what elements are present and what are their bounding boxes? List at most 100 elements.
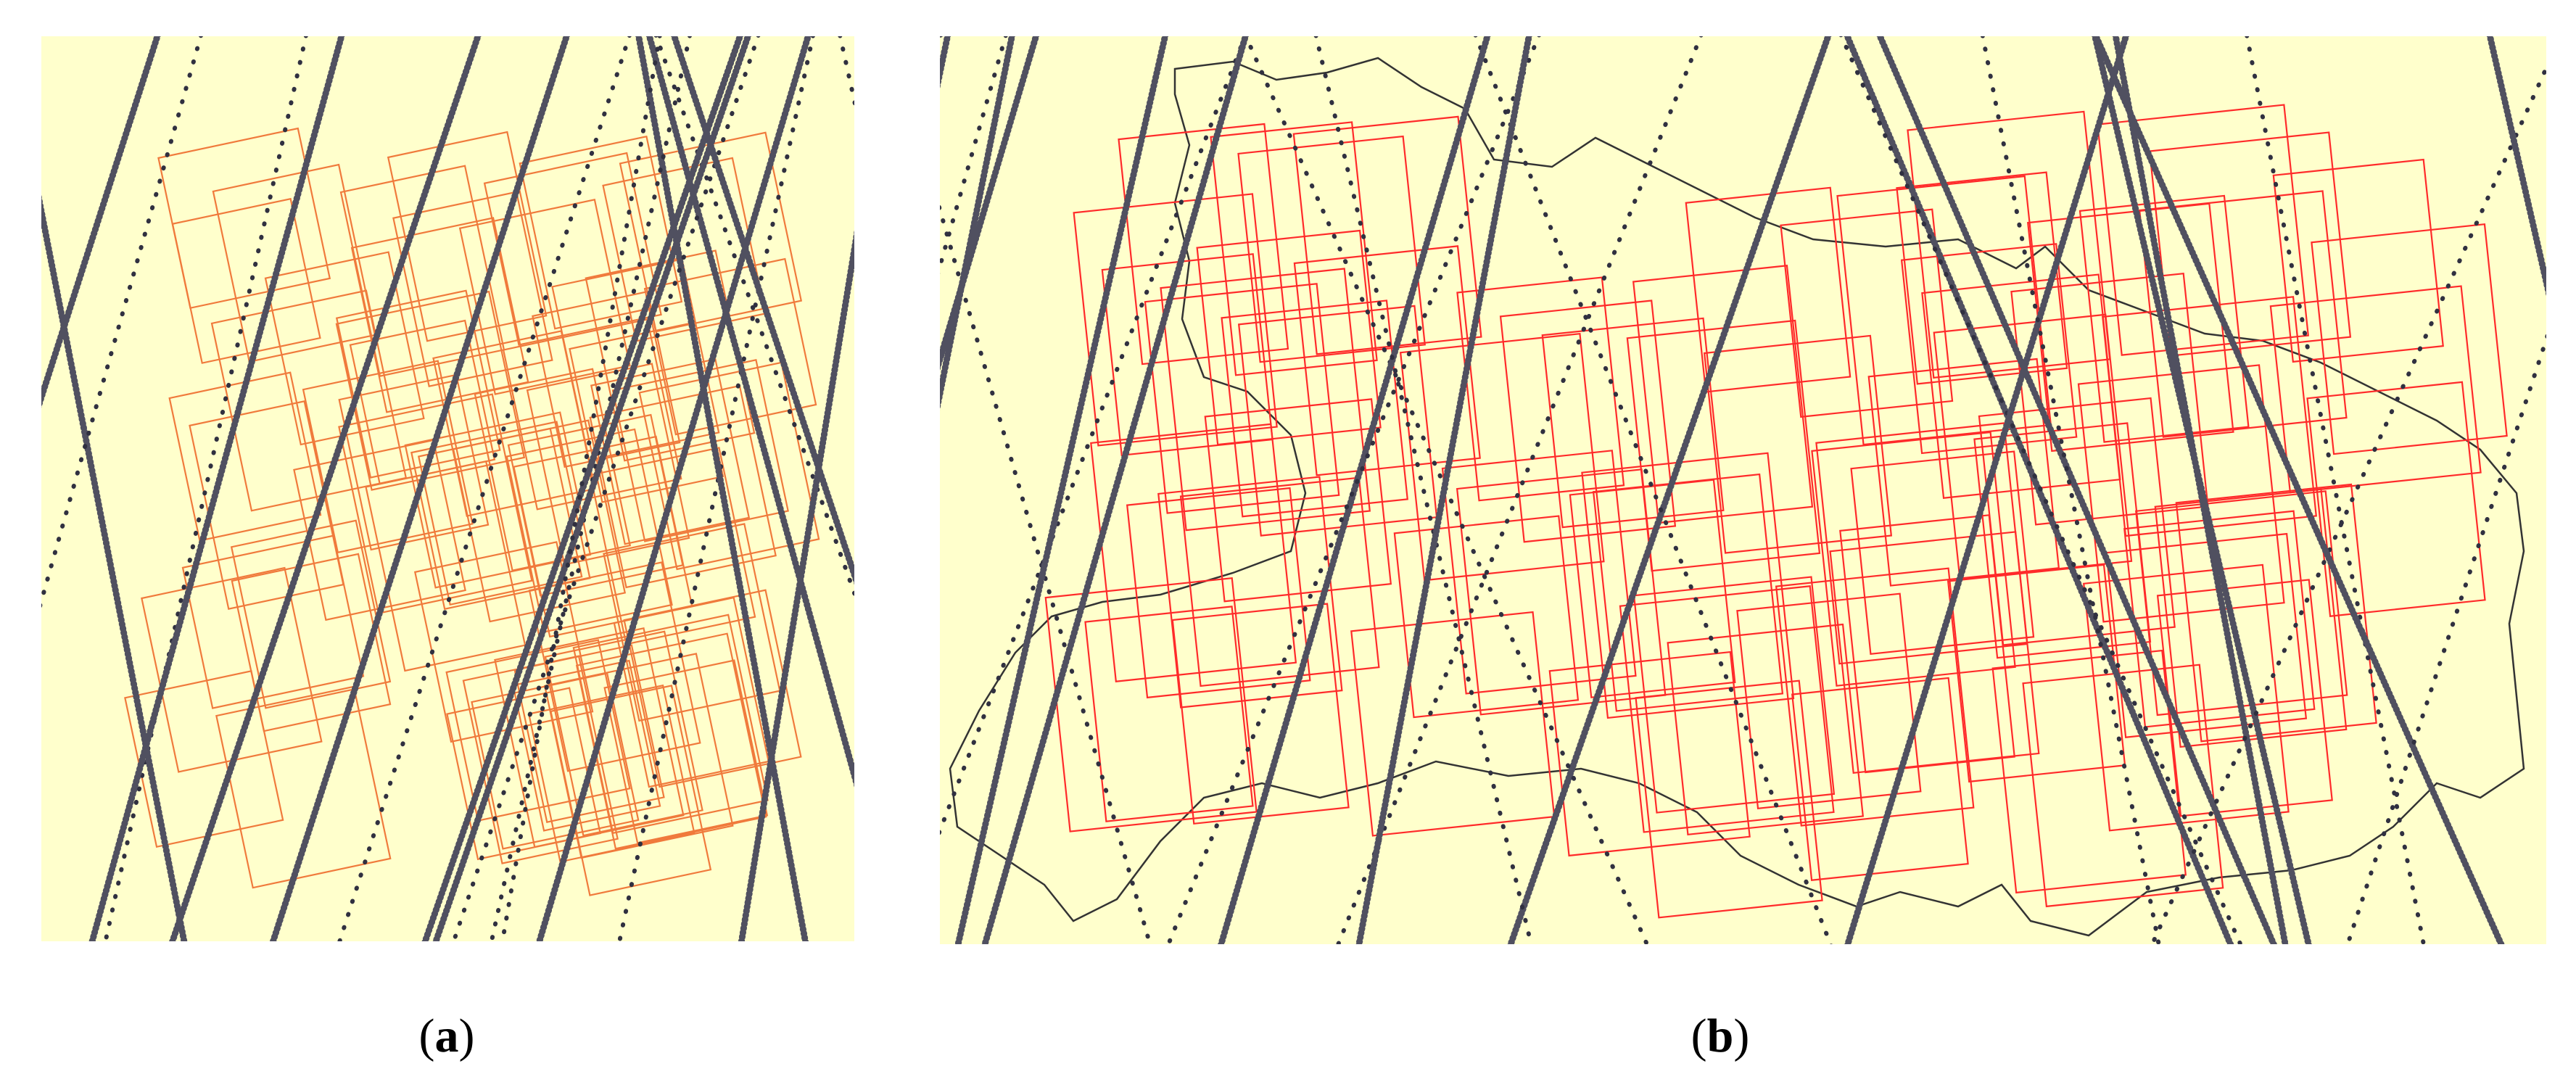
caption-letter: b (1707, 1009, 1734, 1062)
footprint (2311, 223, 2508, 455)
satellite-track (1165, 36, 1541, 944)
satellite-track (432, 36, 752, 941)
footprint (1237, 135, 1426, 363)
satellite-track (536, 36, 812, 941)
footprint (519, 135, 683, 330)
satellite-track (337, 36, 632, 941)
footprint (526, 363, 690, 566)
footprint (210, 289, 408, 512)
footprint (1350, 611, 1556, 837)
footprint (1456, 468, 1667, 716)
footprint (432, 330, 596, 517)
satellite-track (41, 36, 161, 408)
footprint (2022, 664, 2224, 908)
footprint (1204, 398, 1392, 603)
footprint (1839, 514, 2015, 774)
footprint (212, 163, 376, 363)
footprint (1157, 476, 1343, 709)
footprint (483, 152, 662, 346)
caption-a: (a) (419, 1009, 475, 1062)
satellite-track (1355, 36, 1532, 944)
footprint (1126, 487, 1311, 699)
satellite-track (88, 36, 345, 941)
footprint (2154, 488, 2348, 748)
footprint (1619, 585, 1835, 833)
footprint (2138, 190, 2348, 438)
satellite-track (1218, 36, 1491, 944)
map-panel-b (940, 36, 2546, 944)
footprint (181, 534, 365, 709)
footprint (264, 251, 425, 446)
footprint (350, 217, 529, 413)
footprint (230, 519, 392, 709)
footprint (1160, 268, 1371, 532)
satellite-track (269, 36, 571, 941)
footprint (1667, 623, 1865, 836)
footprint (2148, 131, 2352, 357)
footprint (215, 685, 392, 889)
footprint (638, 361, 820, 571)
footprint (544, 630, 703, 837)
caption-letter: a (435, 1009, 459, 1062)
footprint (1210, 121, 1378, 376)
caption-close: ) (459, 1009, 475, 1062)
satellite-track (169, 36, 482, 941)
footprint (1118, 123, 1289, 365)
satellite-track (2486, 36, 2546, 297)
footprint (1441, 450, 1637, 695)
map-panel-a (41, 36, 854, 941)
satellite-track (981, 36, 1250, 944)
footprint (1991, 649, 2187, 894)
region-outline (949, 57, 2525, 937)
footprint (1548, 650, 1751, 857)
footprint (2097, 104, 2309, 356)
footprint (1569, 479, 1736, 698)
satellite-track (41, 194, 188, 941)
footprint (1144, 283, 1340, 514)
caption-b: (b) (1691, 1009, 1750, 1062)
footprint (1044, 577, 1258, 833)
caption-open: ( (419, 1009, 435, 1062)
satellite-track (1473, 36, 1833, 944)
footprint (2269, 285, 2482, 494)
caption-open: ( (1691, 1009, 1707, 1062)
footprint (339, 165, 505, 377)
caption-close: ) (1733, 1009, 1749, 1062)
satellite-track (1838, 36, 2243, 944)
satellite-track (1876, 36, 2278, 944)
satellite-track (940, 202, 1152, 944)
footprint (171, 197, 321, 364)
footprint (1541, 317, 1725, 529)
footprint (505, 428, 673, 633)
satellite-track (635, 36, 809, 941)
footprint (1685, 186, 1852, 393)
footprint (1780, 208, 1954, 418)
satellite-track (1336, 36, 1704, 944)
panel-a-content (41, 36, 854, 941)
footprint (1221, 300, 1408, 518)
footprint (512, 659, 661, 832)
footprint (507, 413, 684, 597)
footprint (590, 358, 751, 545)
footprint (1073, 193, 1278, 447)
satellite-track (670, 36, 854, 585)
satellite-track (940, 36, 1015, 410)
satellite-track (1507, 36, 1832, 944)
satellite-track (940, 36, 1040, 371)
footprint (1084, 606, 1254, 822)
satellite-track (2150, 62, 2546, 944)
footprint (1101, 253, 1273, 457)
footprint (1171, 603, 1350, 825)
footprint (1581, 452, 1795, 719)
footprint (1867, 358, 2060, 587)
footprint (1090, 423, 1297, 682)
footprint (1836, 175, 2052, 446)
footprint (2077, 364, 2285, 623)
satellite-track (103, 36, 308, 941)
footprint (404, 411, 592, 589)
footprint (1635, 679, 1823, 919)
satellite-track (2092, 36, 2505, 944)
footprint (1626, 319, 1821, 572)
